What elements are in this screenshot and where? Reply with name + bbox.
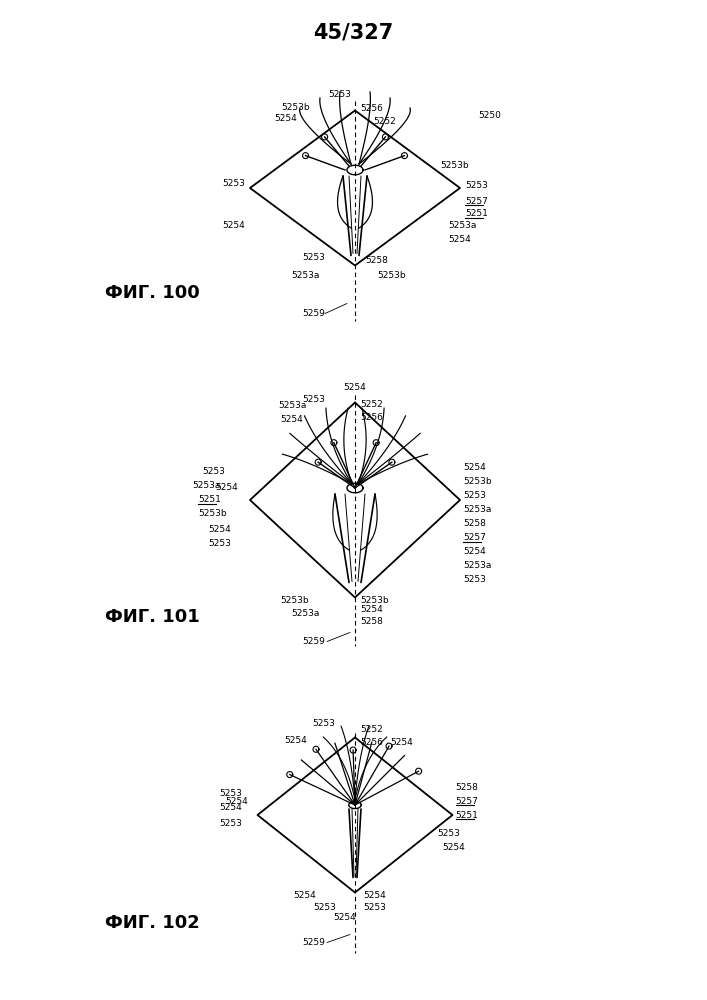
Text: 5252: 5252 [373,117,396,126]
Text: 5253: 5253 [219,788,243,798]
Text: 5259: 5259 [302,938,325,947]
Text: 5252: 5252 [360,725,382,734]
Text: 5253: 5253 [463,491,486,500]
Text: 5253b: 5253b [360,596,389,605]
Text: 5253b: 5253b [463,478,491,487]
Text: 5256: 5256 [360,413,383,422]
Text: 5256: 5256 [360,104,383,113]
Text: 5251: 5251 [465,210,488,219]
Text: 5253: 5253 [314,903,337,912]
Text: 5254: 5254 [463,548,486,556]
Text: 5253: 5253 [312,719,335,728]
Text: 5256: 5256 [360,738,383,747]
Text: 5253a: 5253a [291,271,319,280]
Text: 5253: 5253 [438,828,460,838]
Text: 5253: 5253 [222,178,245,188]
Text: 5254: 5254 [274,114,297,123]
Text: 5254: 5254 [280,415,303,424]
Text: 5254: 5254 [360,605,382,614]
Text: 5253b: 5253b [281,103,310,112]
Text: 5250: 5250 [478,111,501,120]
Text: 5254: 5254 [390,738,413,747]
Text: 5253: 5253 [219,818,243,828]
Text: 5253a: 5253a [463,562,491,570]
Text: 5253: 5253 [465,180,488,190]
Text: 5253: 5253 [302,253,325,262]
Text: 5253a: 5253a [463,506,491,514]
Text: 5253b: 5253b [440,161,469,170]
Text: 5258: 5258 [365,256,388,265]
Text: 5254: 5254 [222,222,245,231]
Text: 5253b: 5253b [377,271,406,280]
Text: 5254: 5254 [363,891,386,900]
Text: 5254: 5254 [448,235,471,244]
Text: ФИГ. 101: ФИГ. 101 [105,608,200,626]
Text: 5253: 5253 [463,576,486,584]
Text: 5254: 5254 [463,464,486,473]
Text: 5257: 5257 [465,196,488,206]
Text: ФИГ. 102: ФИГ. 102 [105,914,200,932]
Text: 45/327: 45/327 [313,23,393,43]
Text: 5254: 5254 [219,804,243,812]
Text: 5251: 5251 [198,495,221,504]
Text: 5251: 5251 [455,810,479,820]
Text: 5253b: 5253b [198,510,227,518]
Text: 5253: 5253 [363,903,386,912]
Text: 5254: 5254 [443,842,465,852]
Text: 5253a: 5253a [448,222,477,231]
Text: 5254: 5254 [215,484,238,492]
Text: 5254: 5254 [208,526,230,534]
Text: 5258: 5258 [360,617,383,626]
Text: 5252: 5252 [360,400,382,409]
Text: 5253a: 5253a [192,482,221,490]
Text: 5254: 5254 [226,796,248,806]
Text: 5254: 5254 [334,913,356,922]
Text: 5257: 5257 [455,796,479,806]
Text: 5253: 5253 [302,395,325,404]
Text: 5257: 5257 [463,534,486,542]
Text: 5253a: 5253a [279,401,307,410]
Text: 5259: 5259 [302,637,325,646]
Text: 5258: 5258 [455,782,479,792]
Text: 5253a: 5253a [291,609,319,618]
Text: ФИГ. 100: ФИГ. 100 [105,284,200,302]
Text: 5254: 5254 [293,891,316,900]
Text: 5253: 5253 [208,540,231,548]
Text: 5259: 5259 [302,309,325,318]
Text: 5254: 5254 [284,736,307,745]
Text: 5253b: 5253b [281,596,310,605]
Text: 5258: 5258 [463,520,486,528]
Text: 5253: 5253 [329,90,351,99]
Text: 5254: 5254 [344,383,366,392]
Text: 5253: 5253 [202,468,225,477]
